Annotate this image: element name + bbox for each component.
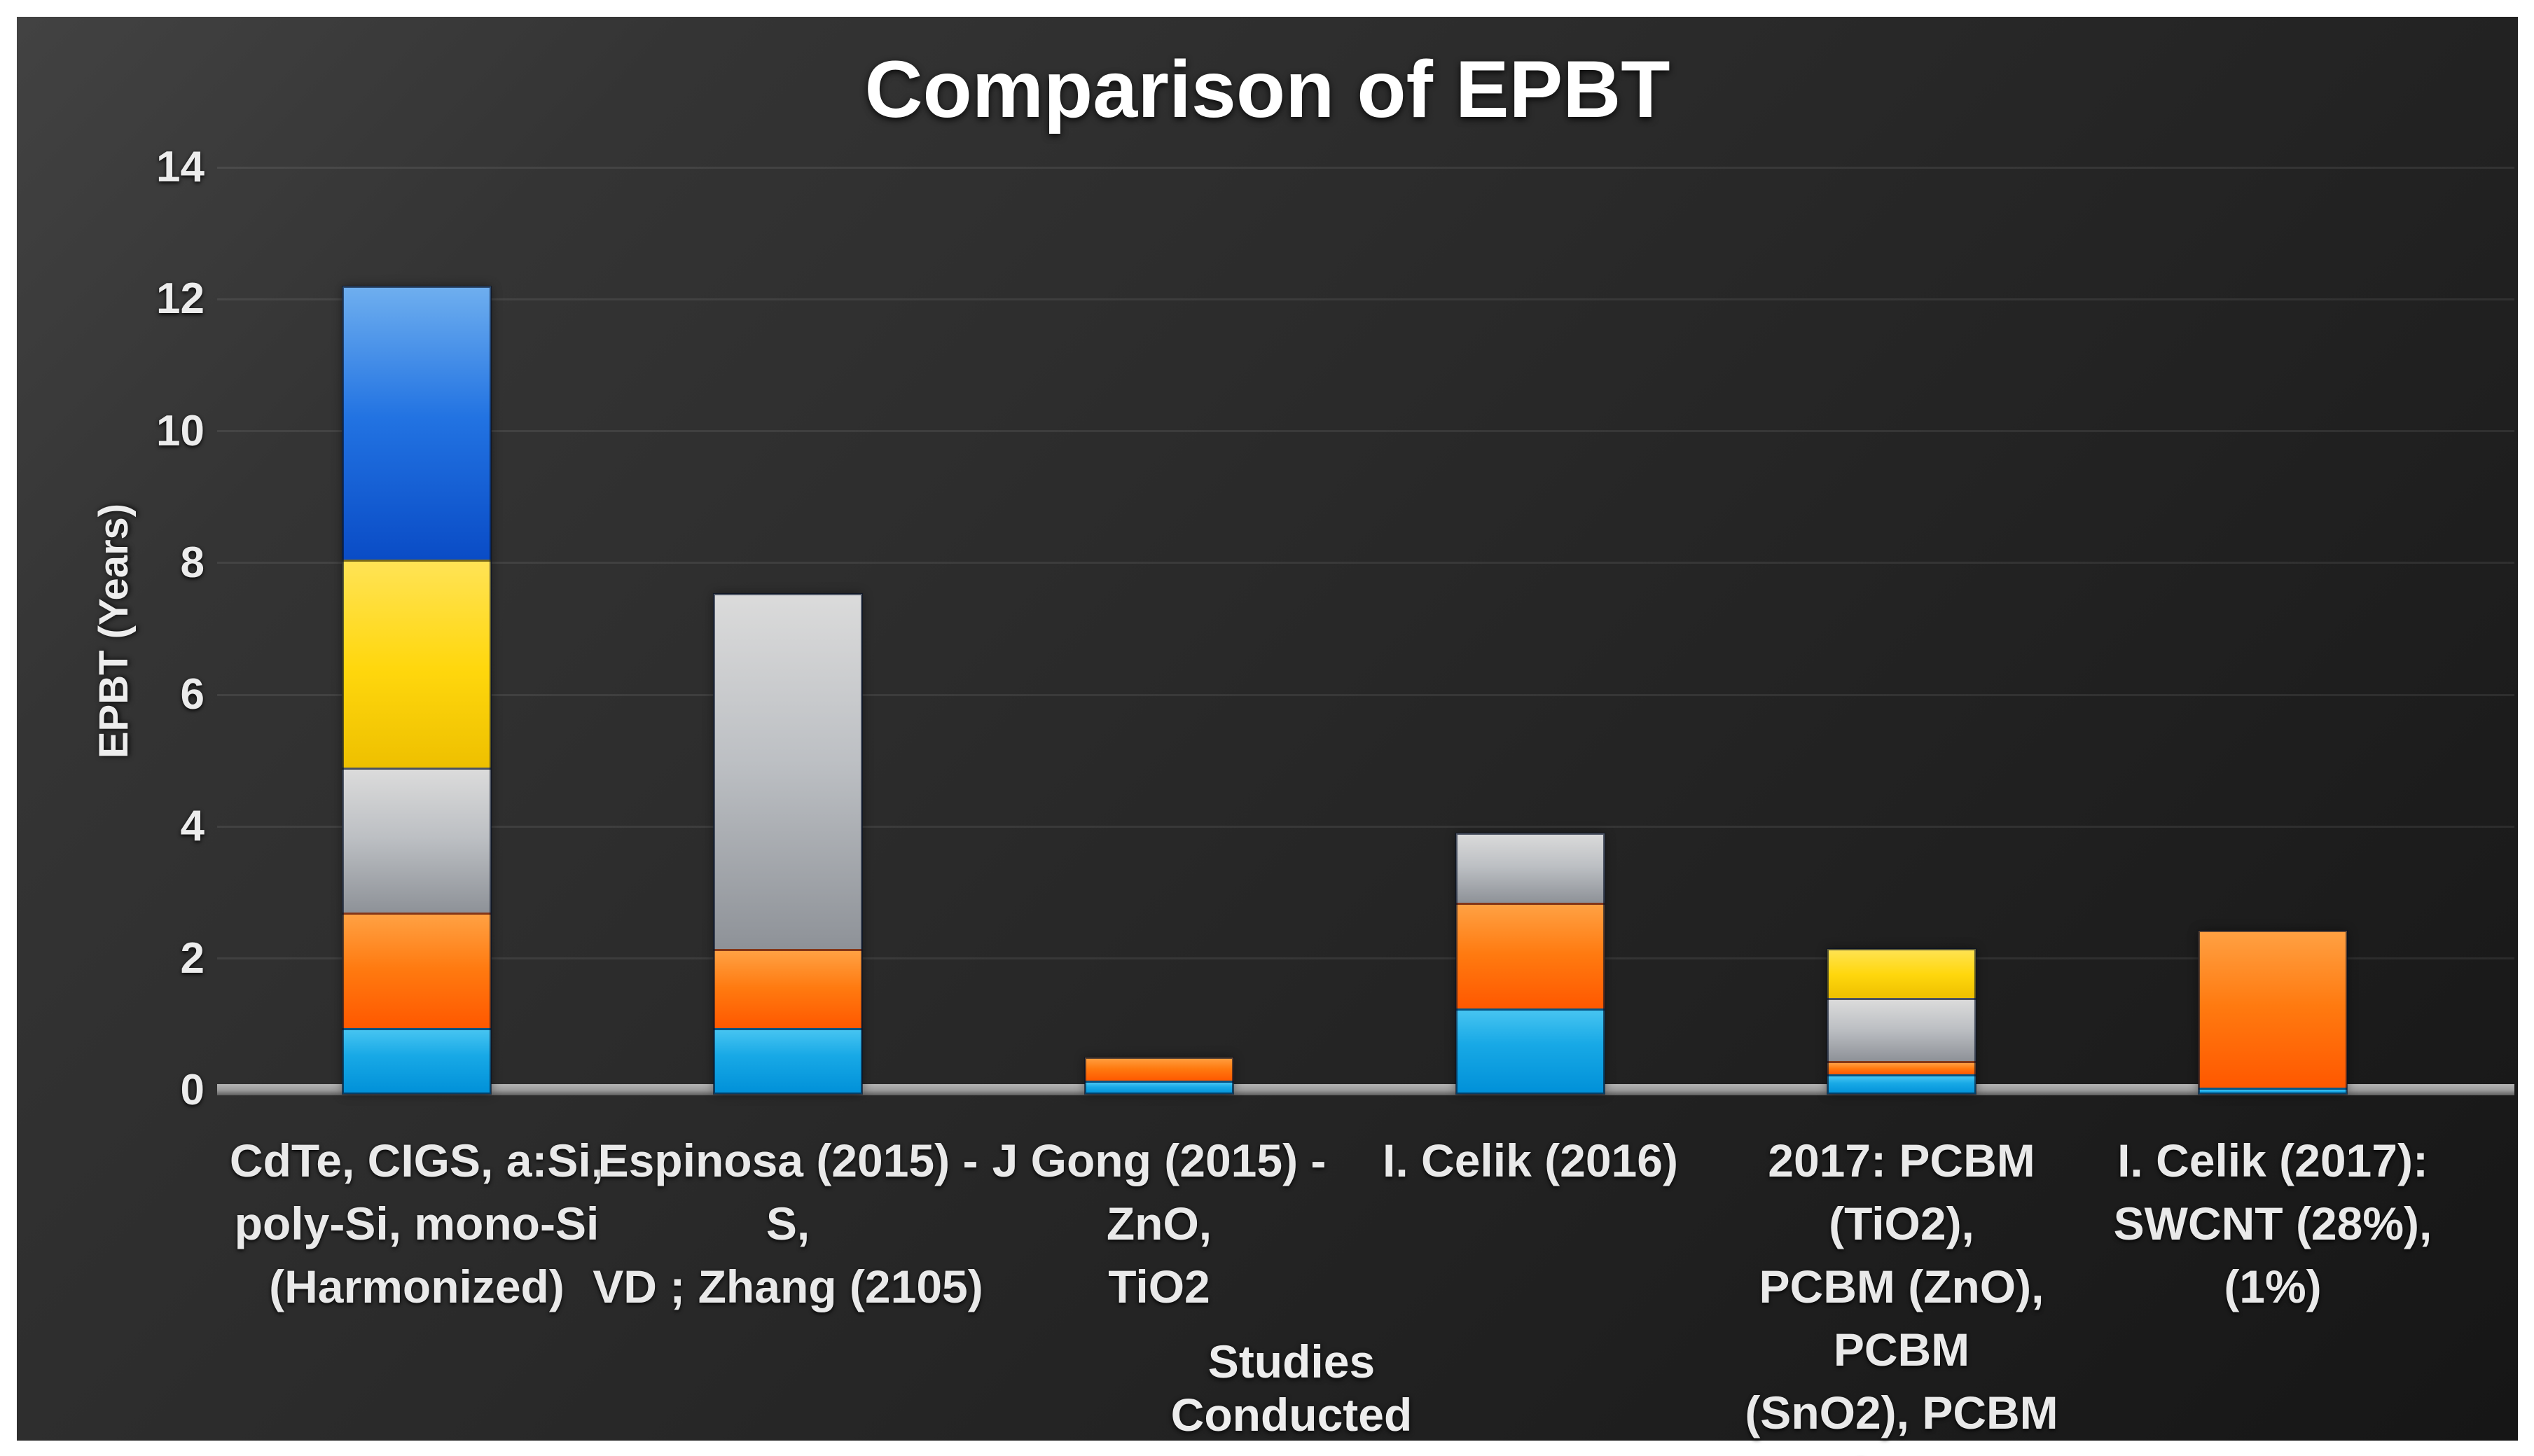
slide-background: Comparison of EPBT EPBT (Years) 0 2 4 6 8 10 1… — [17, 17, 2518, 1456]
gridline-y-10 — [217, 430, 2514, 433]
stacked-bar-5 — [1827, 948, 1976, 1095]
bar-2-stack-segment-2-orange — [714, 948, 862, 1028]
bar-4-stack-segment-2-orange — [1456, 902, 1605, 1008]
gridline-y-8 — [217, 562, 2514, 564]
bar-2-stack-segment-1-light-blue — [714, 1027, 862, 1094]
stacked-bar-3 — [1084, 1057, 1234, 1095]
stacked-bar-4 — [1455, 833, 1605, 1095]
bar-1-stack-segment-3-gray — [342, 767, 491, 913]
bar-6-stack-segment-2-orange — [2199, 930, 2347, 1088]
category-label-3: J Gong (2015) - ZnO, TiO2 — [992, 1135, 1327, 1312]
gridline-y-6 — [217, 693, 2514, 696]
x-axis-title: Studies Conducted — [1170, 1336, 1413, 1441]
bar-1-stack-segment-4-yellow — [342, 560, 491, 768]
y-tick-label-0: 0 — [180, 1066, 205, 1114]
stacked-bar-1 — [342, 285, 492, 1095]
gridline-y-12 — [217, 298, 2514, 300]
y-tick-label-4: 4 — [180, 802, 205, 851]
bar-3-stack-segment-1-light-blue — [1085, 1081, 1233, 1094]
bar-3-stack-segment-2-orange — [1085, 1058, 1233, 1081]
bar-5-stack-segment-1-light-blue — [1827, 1074, 1976, 1094]
gridline-y-4 — [217, 825, 2514, 828]
bar-5-stack-segment-2-orange — [1827, 1060, 1976, 1074]
stacked-bar-2 — [713, 593, 863, 1095]
bar-4-stack-segment-3-gray — [1456, 833, 1605, 903]
category-label-6: I. Celik (2017): SWCNT (28%), (1%) — [2113, 1135, 2432, 1312]
y-tick-label-14: 14 — [156, 143, 205, 192]
chart-title: Comparison of EPBT — [864, 45, 1670, 134]
bar-5-stack-segment-4-yellow — [1827, 948, 1976, 999]
y-tick-label-8: 8 — [180, 538, 205, 587]
y-tick-label-12: 12 — [156, 275, 205, 324]
gridline-y-2 — [217, 957, 2514, 960]
category-label-4: I. Celik (2016) — [1383, 1135, 1678, 1186]
bar-1-stack-segment-1-light-blue — [342, 1027, 491, 1094]
y-tick-label-6: 6 — [180, 670, 205, 719]
y-tick-label-2: 2 — [180, 934, 205, 983]
y-axis-title: EPBT (Years) — [91, 503, 137, 759]
y-tick-label-10: 10 — [156, 406, 205, 455]
category-label-2: Espinosa (2015) - S, VD ; Zhang (2105) — [593, 1135, 983, 1312]
bar-6-stack-segment-1-light-blue — [2199, 1087, 2347, 1094]
gridline-y-14 — [217, 166, 2514, 169]
x-axis-baseline — [217, 1084, 2514, 1095]
bar-2-stack-segment-3-gray — [714, 594, 862, 949]
bar-4-stack-segment-1-light-blue — [1456, 1008, 1605, 1094]
bar-5-stack-segment-3-gray — [1827, 998, 1976, 1061]
category-label-5: 2017: PCBM (TiO2), PCBM (ZnO), PCBM (SnO… — [1745, 1135, 2058, 1456]
bar-1-stack-segment-2-orange — [342, 913, 491, 1028]
category-label-1: CdTe, CIGS, a:Si, poly-Si, mono-Si (Harm… — [229, 1135, 604, 1312]
bar-1-stack-segment-5-blue — [342, 286, 491, 560]
stacked-bar-6 — [2198, 929, 2348, 1095]
